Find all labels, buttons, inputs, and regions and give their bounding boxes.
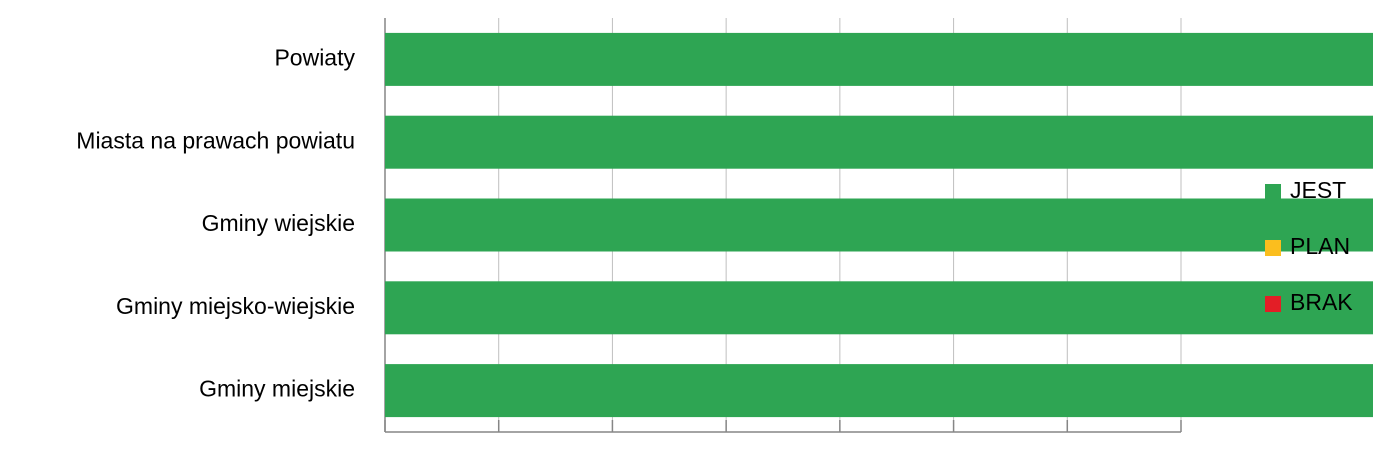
bar-segment [385, 32, 1373, 86]
legend-swatch [1265, 240, 1281, 256]
y-tick-label: Miasta na prawach powiatu [76, 127, 355, 153]
bar-segment [385, 281, 1373, 335]
legend-swatch [1265, 184, 1281, 200]
y-tick-label: Powiaty [274, 44, 355, 70]
legend-label: BRAK [1290, 289, 1353, 315]
y-tick-label: Gminy wiejskie [202, 210, 355, 236]
bar-segment [385, 364, 1373, 418]
legend-swatch [1265, 296, 1281, 312]
bar-segment [385, 198, 1373, 252]
legend-label: JEST [1290, 177, 1346, 203]
bar-segment [385, 115, 1373, 169]
y-tick-label: Gminy miejsko-wiejskie [116, 293, 355, 319]
y-tick-label: Gminy miejskie [199, 376, 355, 402]
legend-label: PLAN [1290, 233, 1350, 259]
